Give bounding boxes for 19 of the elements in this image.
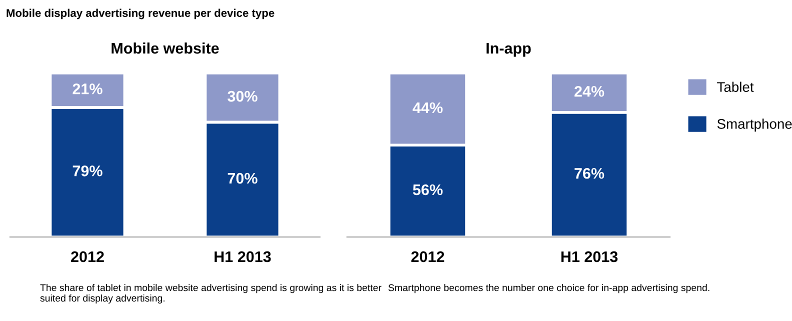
x-tick-label: H1 2013	[561, 251, 618, 262]
chart-title: Mobile website	[112, 42, 219, 54]
data-label: 79%	[72, 166, 102, 176]
x-tick-label: 2012	[71, 251, 104, 262]
data-label: 21%	[72, 84, 102, 94]
text: Mobile display advertising revenue per device type	[6, 8, 274, 20]
legend-label: Tablet	[717, 82, 754, 92]
data-label: 76%	[574, 168, 604, 179]
x-tick-label: 2012	[411, 251, 444, 262]
x-tick-label: H1 2013	[214, 251, 271, 262]
data-label: 44%	[412, 102, 443, 114]
data-label: 56%	[412, 184, 443, 196]
data-label: 70%	[228, 172, 258, 184]
data-label: 24%	[574, 86, 604, 97]
text: Smartphone becomes the number one choice for in-app advertising spend.	[388, 284, 710, 294]
legend-label: Smartphone	[717, 118, 792, 132]
text: The share of tablet in mobile website advertising spend is growing as it is better suited for display advertising.	[40, 284, 382, 304]
chart-title: In-app	[486, 43, 531, 57]
data-label: 30%	[228, 90, 258, 102]
